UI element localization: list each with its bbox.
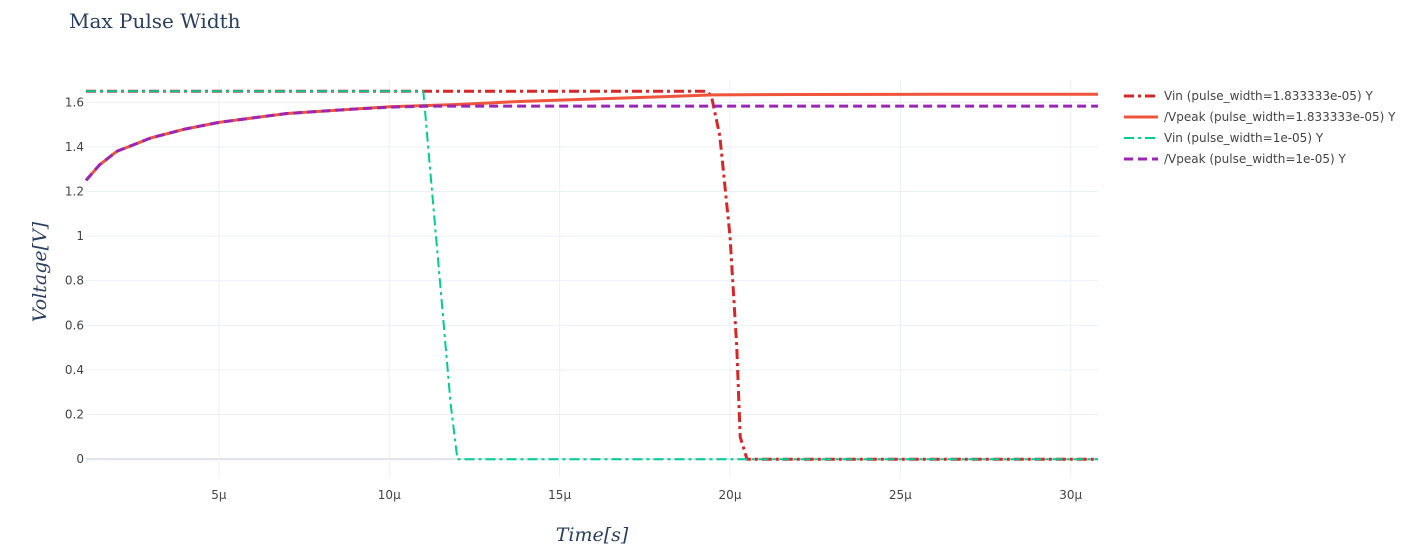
plot-area <box>84 89 1098 461</box>
legend-label-2: Vin (pulse_width=1e-05) Y <box>1164 131 1324 145</box>
x-tick-label: 30μ <box>1059 488 1082 502</box>
x-tick-label: 15μ <box>548 488 571 502</box>
legend-label-0: Vin (pulse_width=1.833333e-05) Y <box>1164 89 1373 103</box>
x-tick-label: 25μ <box>889 488 912 502</box>
legend-label-3: /Vpeak (pulse_width=1e-05) Y <box>1164 152 1346 166</box>
series-line-3 <box>84 104 1098 182</box>
y-tick-label: 0 <box>76 452 84 466</box>
legend-label-1: /Vpeak (pulse_width=1.833333e-05) Y <box>1164 110 1396 124</box>
legend: Vin (pulse_width=1.833333e-05) Y/Vpeak (… <box>1124 89 1396 166</box>
chart-title: Max Pulse Width <box>69 9 241 33</box>
y-tick-label: 0.2 <box>65 408 84 422</box>
y-tick-label: 0.6 <box>65 318 84 332</box>
series-line-0 <box>86 89 1098 461</box>
x-tick-label: 10μ <box>378 488 401 502</box>
y-axis-title: Voltage[V] <box>29 221 51 322</box>
y-tick-label: 0.8 <box>65 274 84 288</box>
y-axis-ticks: 0 0.2 0.4 0.6 0.8 1 1.2 1.4 1.6 <box>65 95 84 466</box>
x-tick-label: 20μ <box>719 488 742 502</box>
series-line-2 <box>86 90 1098 461</box>
x-axis-title: Time[s] <box>556 524 629 546</box>
y-tick-label: 1.4 <box>65 140 84 154</box>
y-tick-label: 0.4 <box>65 363 84 377</box>
y-tick-label: 1.2 <box>65 185 84 199</box>
grid <box>86 80 1098 477</box>
x-tick-label: 5μ <box>211 488 227 502</box>
x-axis-ticks: 5μ 10μ 15μ 20μ 25μ 30μ <box>211 488 1082 502</box>
y-tick-label: 1 <box>76 229 84 243</box>
y-tick-label: 1.6 <box>65 95 84 109</box>
